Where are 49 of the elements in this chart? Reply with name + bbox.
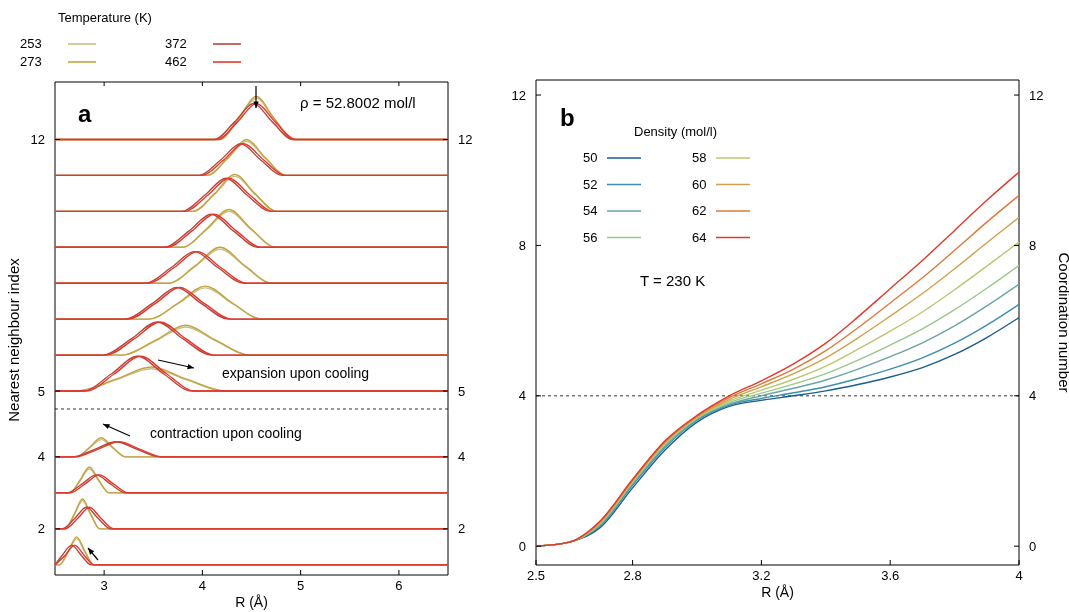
legend-label: 64 — [692, 229, 707, 245]
legend-title: Temperature (K) — [58, 10, 152, 25]
annotation: contraction upon cooling — [150, 425, 302, 441]
legend-label: 50 — [583, 150, 598, 165]
x-tick-label: 4 — [198, 578, 206, 593]
y-tick-label: 12 — [511, 87, 526, 103]
x-tick-label: 3.6 — [881, 568, 900, 583]
legend-label: 52 — [583, 176, 598, 192]
y-tick-label: 5 — [37, 383, 45, 399]
legend-label: 60 — [692, 176, 707, 192]
legend-label: 372 — [165, 36, 187, 51]
y2-tick-label: 5 — [458, 383, 466, 399]
x-tick-label: 3.2 — [752, 568, 771, 583]
legend-title: Density (mol/l) — [634, 124, 718, 139]
y-axis-title: Nearest neighbour index — [5, 257, 22, 422]
annotation: a — [78, 100, 92, 127]
x-tick-label: 3 — [100, 578, 108, 593]
y2-tick-label: 2 — [458, 521, 466, 537]
x-axis-title: R (Å) — [235, 594, 268, 610]
y-tick-label: 2 — [37, 521, 45, 537]
x-tick-label: 2.5 — [526, 568, 546, 583]
y2-tick-label: 4 — [1029, 388, 1037, 404]
legend-label: 273 — [20, 54, 42, 69]
legend-label: 62 — [692, 203, 707, 218]
y2-axis-title: Coordination number — [1056, 252, 1069, 393]
x-axis-title: R (Å) — [761, 584, 794, 600]
annotation: expansion upon cooling — [222, 365, 370, 381]
y-tick-label: 4 — [518, 388, 526, 404]
annotation: b — [560, 104, 575, 131]
y2-tick-label: 8 — [1029, 237, 1037, 253]
y2-tick-label: 4 — [458, 449, 466, 465]
x-tick-label: 6 — [395, 578, 403, 593]
y2-tick-label: 12 — [458, 131, 473, 147]
y2-tick-label: 0 — [1029, 538, 1037, 554]
y-tick-label: 8 — [518, 237, 526, 253]
y-tick-label: 0 — [518, 538, 526, 554]
x-tick-label: 5 — [297, 578, 305, 593]
legend-label: 462 — [165, 54, 187, 69]
y-tick-label: 4 — [37, 449, 45, 465]
legend-label: 56 — [583, 229, 598, 245]
legend-label: 253 — [20, 36, 42, 51]
legend-label: 54 — [583, 203, 598, 218]
annotation: ρ = 52.8002 mol/l — [300, 94, 416, 111]
legend-label: 58 — [692, 150, 707, 165]
x-tick-label: 4 — [1015, 568, 1023, 583]
y2-tick-label: 12 — [1029, 87, 1044, 103]
x-tick-label: 2.8 — [623, 568, 642, 583]
y-tick-label: 12 — [30, 131, 45, 147]
annotation: T = 230 K — [640, 272, 706, 289]
